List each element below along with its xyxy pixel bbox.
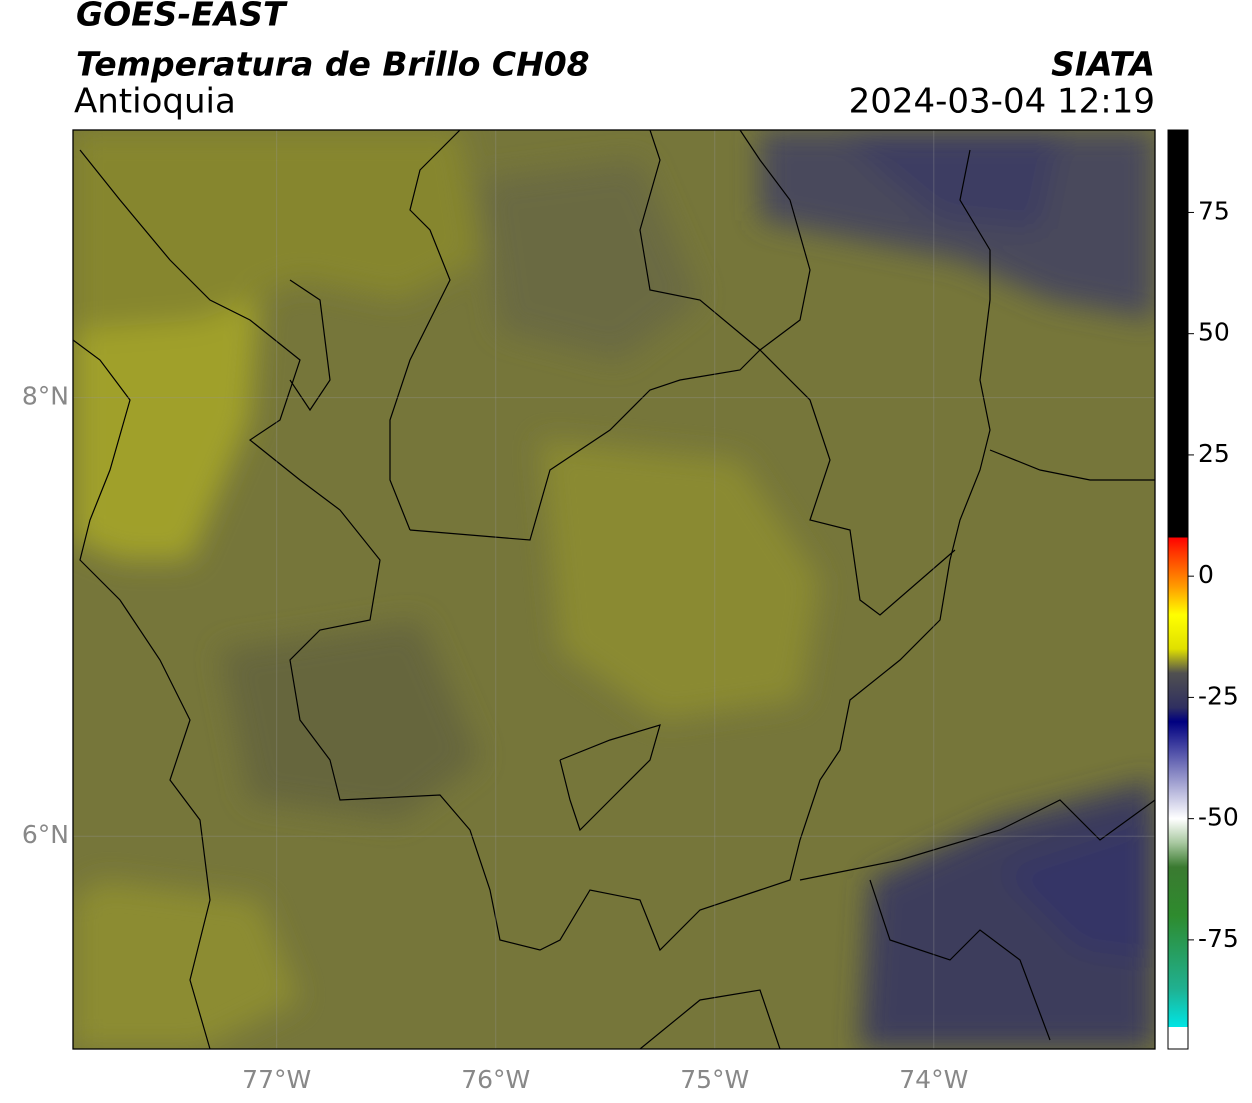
agency: SIATA [1051, 45, 1155, 84]
colorbar-tick-label: 25 [1198, 439, 1230, 468]
map-frame [72, 129, 1156, 1050]
y-tick-label: 8°N [22, 382, 69, 411]
grid [73, 130, 1155, 1049]
colorbar-tick-label: 50 [1198, 318, 1230, 347]
colorbar-tick-label: 0 [1198, 560, 1214, 589]
map-image [73, 130, 1155, 1049]
title: GOES-EAST [76, 0, 288, 34]
y-tick-label: 6°N [22, 820, 69, 849]
colorbar-tick-label: 75 [1198, 196, 1230, 225]
colorbar-tick-label: -25 [1198, 681, 1239, 710]
subtitle: Temperatura de Brillo CH08 [76, 45, 590, 84]
x-tick-label: 76°W [461, 1065, 530, 1094]
datetime: 2024-03-04 12:19 [849, 82, 1155, 122]
x-tick-label: 74°W [899, 1065, 968, 1094]
region: Antioquia [74, 82, 236, 122]
colorbar-tick-label: -75 [1198, 924, 1239, 953]
x-tick-label: 77°W [242, 1065, 311, 1094]
colorbar [1167, 129, 1189, 1050]
x-tick-label: 75°W [680, 1065, 749, 1094]
colorbar-tick-label: -50 [1198, 803, 1239, 832]
